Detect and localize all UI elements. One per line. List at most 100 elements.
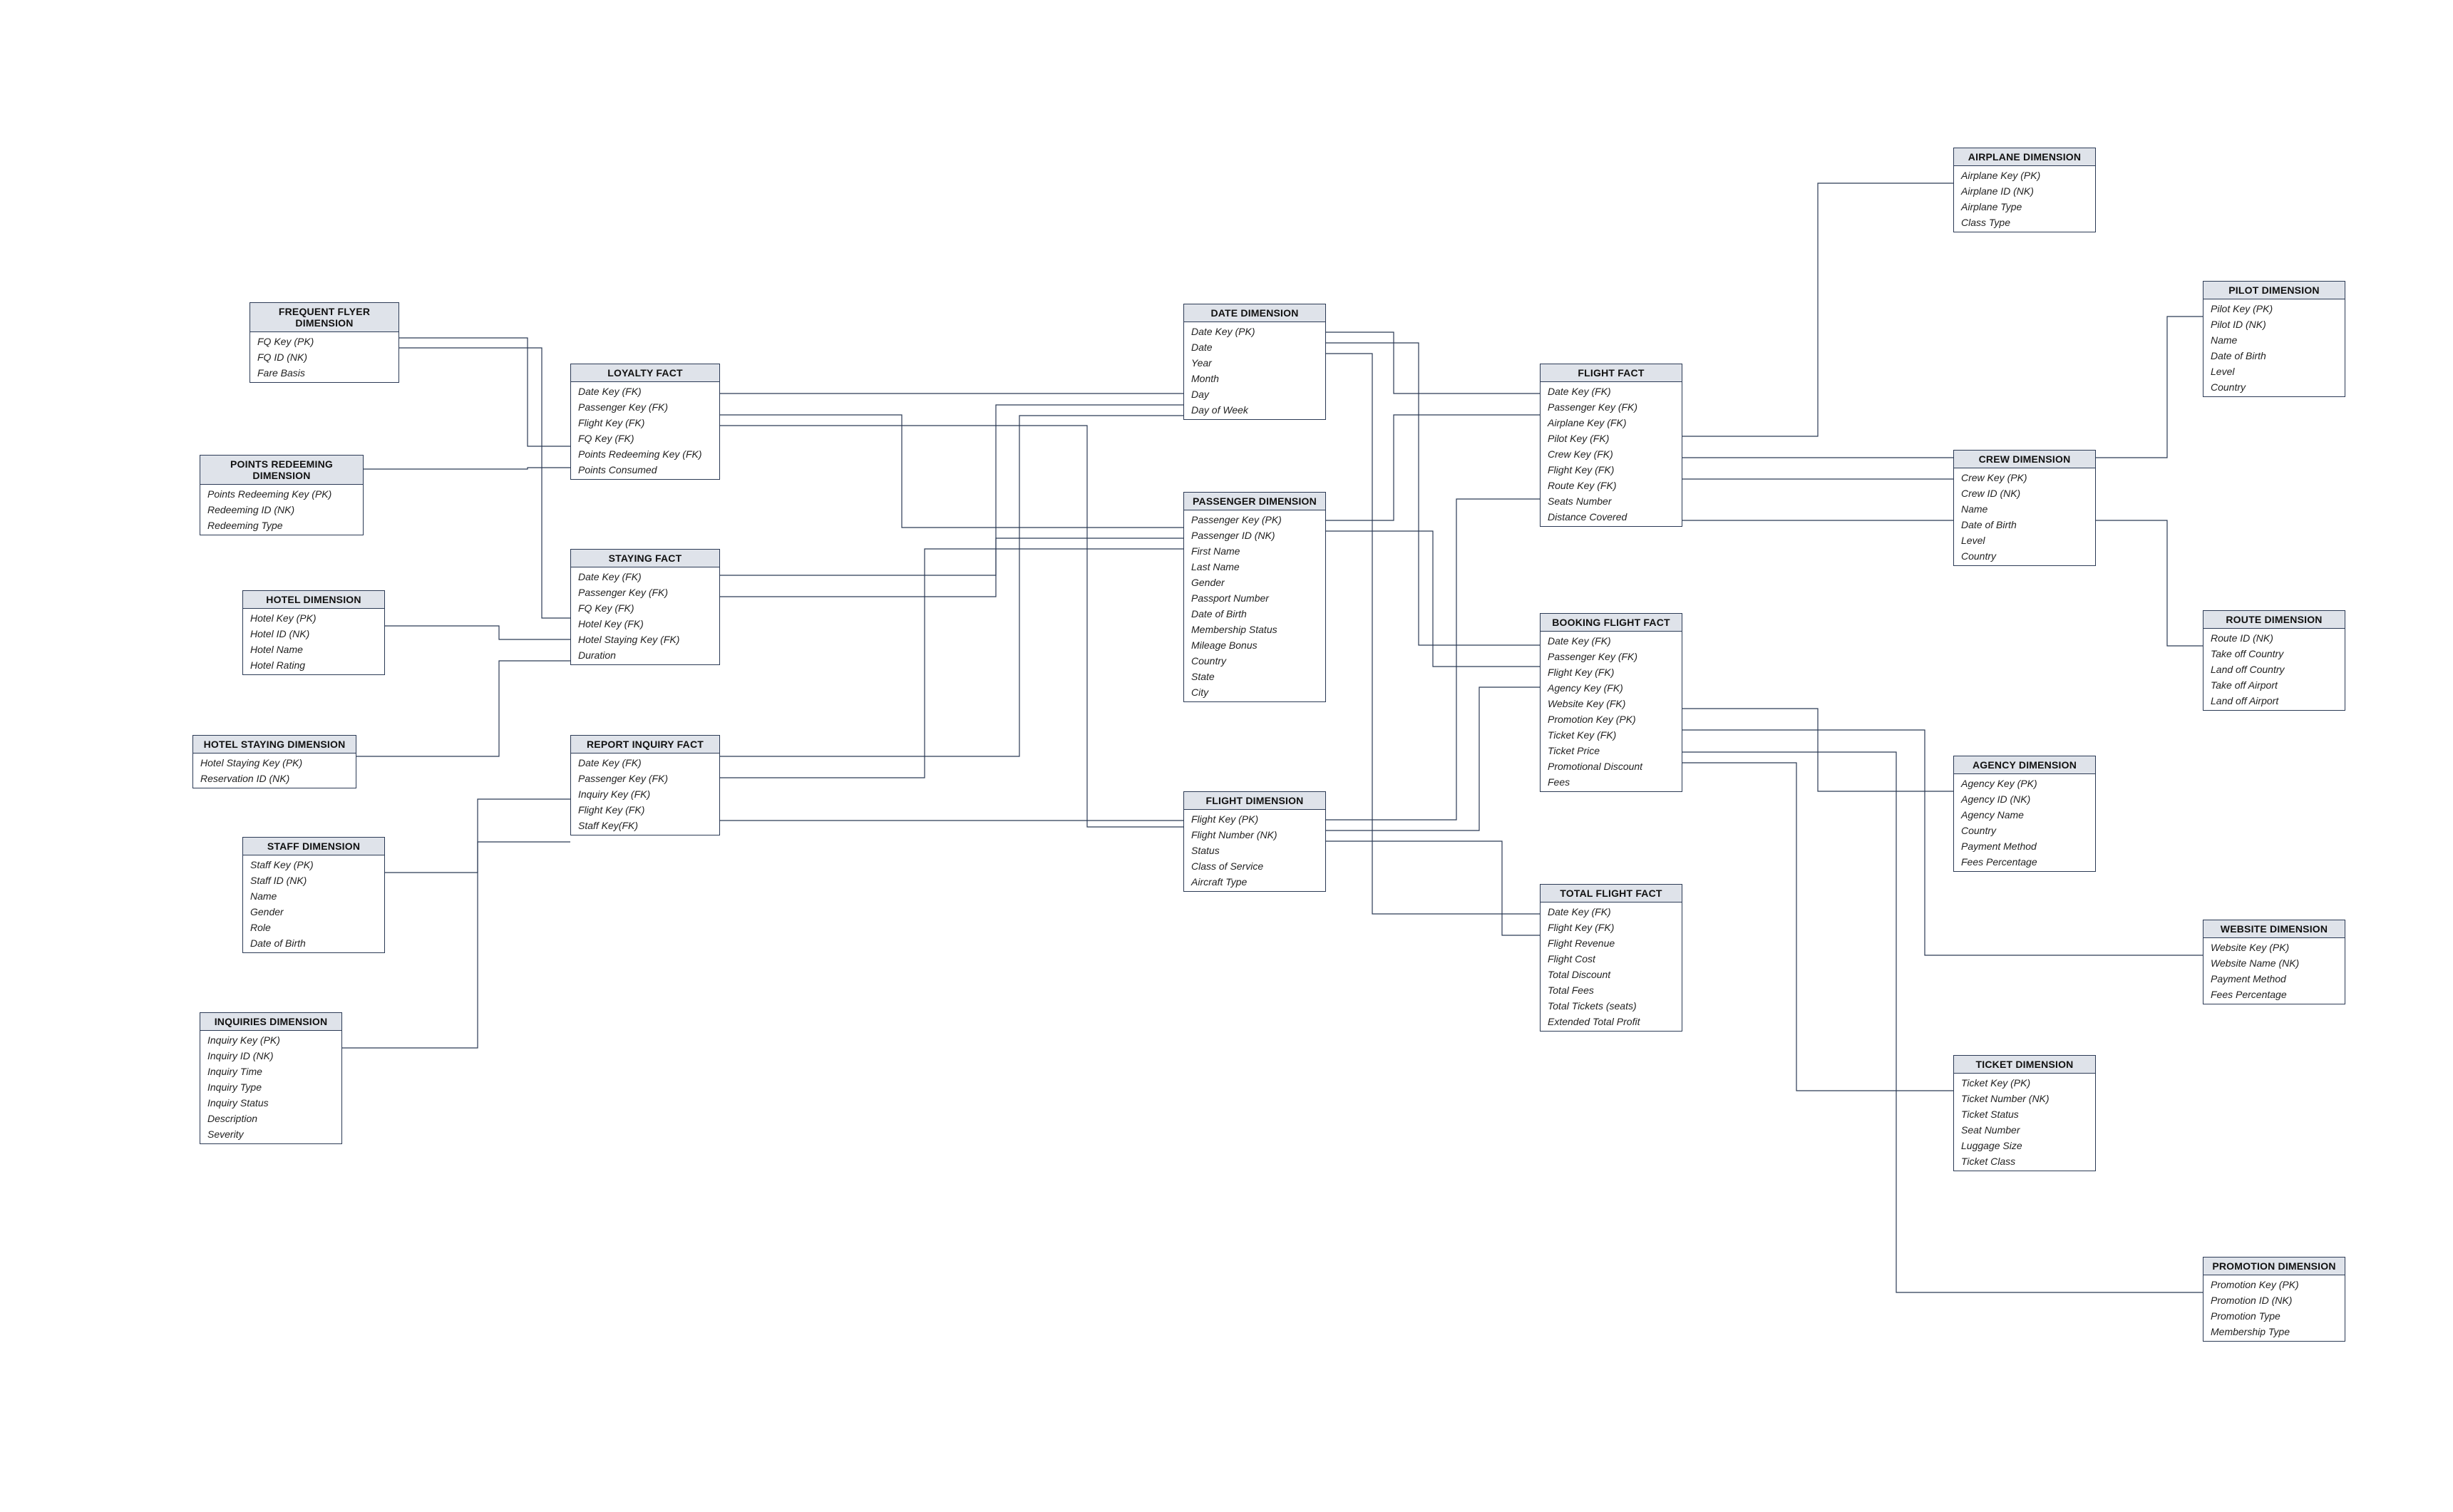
entity-field: Points Redeeming Key (PK) — [200, 486, 363, 502]
entity-title: POINTS REDEEMING DIMENSION — [200, 456, 363, 485]
entity-field: Date of Birth — [243, 935, 384, 951]
entity-field: Date of Birth — [2203, 348, 2345, 364]
entity-fields: Route ID (NK)Take off CountryLand off Co… — [2203, 629, 2345, 710]
entity-field: Passenger ID (NK) — [1184, 528, 1325, 543]
entity-fields: Promotion Key (PK)Promotion ID (NK)Promo… — [2203, 1275, 2345, 1341]
entity-field: Ticket Status — [1954, 1106, 2095, 1122]
entity-field: Severity — [200, 1126, 341, 1142]
entity-inquiries: INQUIRIES DIMENSIONInquiry Key (PK)Inqui… — [200, 1012, 342, 1144]
entity-field: Year — [1184, 355, 1325, 371]
entity-field: Total Tickets (seats) — [1541, 998, 1682, 1014]
entity-field: Redeeming Type — [200, 518, 363, 533]
entity-field: Promotional Discount — [1541, 758, 1682, 774]
entity-title: TOTAL FLIGHT FACT — [1541, 885, 1682, 902]
edge — [385, 842, 570, 873]
entity-field: FQ ID (NK) — [250, 349, 398, 365]
entity-field: Distance Covered — [1541, 509, 1682, 525]
entity-field: Hotel ID (NK) — [243, 626, 384, 642]
entity-field: Website Key (FK) — [1541, 696, 1682, 711]
entity-title: INQUIRIES DIMENSION — [200, 1013, 341, 1031]
edge — [720, 538, 1183, 597]
entity-field: Payment Method — [1954, 838, 2095, 854]
entity-field: Passenger Key (FK) — [571, 771, 719, 786]
edge — [720, 405, 1183, 575]
entity-field: Passenger Key (FK) — [571, 399, 719, 415]
entity-field: Date of Birth — [1184, 606, 1325, 622]
entity-field: Staff ID (NK) — [243, 873, 384, 888]
entity-fields: Agency Key (PK)Agency ID (NK)Agency Name… — [1954, 774, 2095, 871]
entity-field: Ticket Number (NK) — [1954, 1091, 2095, 1106]
entity-ticket-dim: TICKET DIMENSIONTicket Key (PK)Ticket Nu… — [1953, 1055, 2096, 1171]
entity-field: Route Key (FK) — [1541, 478, 1682, 493]
entity-fields: Date Key (FK)Passenger Key (FK)Inquiry K… — [571, 754, 719, 835]
entity-field: Take off Country — [2203, 646, 2345, 662]
entity-field: Reservation ID (NK) — [193, 771, 356, 786]
entity-title: STAYING FACT — [571, 550, 719, 567]
entity-route-dim: ROUTE DIMENSIONRoute ID (NK)Take off Cou… — [2203, 610, 2345, 711]
entity-fields: Date Key (FK)Passenger Key (FK)Flight Ke… — [1541, 632, 1682, 791]
entity-field: Passport Number — [1184, 590, 1325, 606]
entity-field: Inquiry Key (FK) — [571, 786, 719, 802]
entity-field: Pilot ID (NK) — [2203, 317, 2345, 332]
entity-field: Status — [1184, 843, 1325, 858]
entity-field: Agency Name — [1954, 807, 2095, 823]
edge — [385, 626, 570, 639]
entity-fields: FQ Key (PK)FQ ID (NK)Fare Basis — [250, 332, 398, 382]
entity-fields: Hotel Staying Key (PK)Reservation ID (NK… — [193, 754, 356, 788]
entity-title: BOOKING FLIGHT FACT — [1541, 614, 1682, 632]
entity-field: Flight Number (NK) — [1184, 827, 1325, 843]
entity-field: Name — [2203, 332, 2345, 348]
entity-field: Hotel Key (PK) — [243, 610, 384, 626]
entity-passenger-dim: PASSENGER DIMENSIONPassenger Key (PK)Pas… — [1183, 492, 1326, 702]
entity-field: Fees Percentage — [2203, 987, 2345, 1002]
entity-fields: Hotel Key (PK)Hotel ID (NK)Hotel NameHot… — [243, 609, 384, 674]
entity-field: Land off Airport — [2203, 693, 2345, 709]
entity-field: Inquiry ID (NK) — [200, 1048, 341, 1064]
entity-title: DATE DIMENSION — [1184, 304, 1325, 322]
entity-booking-fact: BOOKING FLIGHT FACTDate Key (FK)Passenge… — [1540, 613, 1682, 792]
entity-field: Country — [2203, 379, 2345, 395]
entity-report-fact: REPORT INQUIRY FACTDate Key (FK)Passenge… — [570, 735, 720, 835]
entity-field: Level — [2203, 364, 2345, 379]
entity-field: Country — [1184, 653, 1325, 669]
entity-fields: Date Key (FK)Flight Key (FK)Flight Reven… — [1541, 902, 1682, 1031]
entity-title: AGENCY DIMENSION — [1954, 756, 2095, 774]
entity-points-redeem: POINTS REDEEMING DIMENSIONPoints Redeemi… — [200, 455, 364, 535]
entity-field: Take off Airport — [2203, 677, 2345, 693]
entity-field: Level — [1954, 533, 2095, 548]
entity-field: Ticket Class — [1954, 1153, 2095, 1169]
entity-field: Hotel Key (FK) — [571, 616, 719, 632]
entity-field: Redeeming ID (NK) — [200, 502, 363, 518]
edge — [1682, 520, 2203, 646]
entity-field: Hotel Staying Key (PK) — [193, 755, 356, 771]
entity-field: Agency Key (PK) — [1954, 776, 2095, 791]
entity-field: Promotion Type — [2203, 1308, 2345, 1324]
entity-fields: Date Key (FK)Passenger Key (FK)Flight Ke… — [571, 382, 719, 479]
edge — [1682, 763, 1953, 1091]
entity-field: Total Discount — [1541, 967, 1682, 982]
entity-field: Membership Status — [1184, 622, 1325, 637]
edge — [720, 426, 1183, 827]
entity-field: Last Name — [1184, 559, 1325, 575]
entity-field: Crew Key (FK) — [1541, 446, 1682, 462]
entity-field: Passenger Key (FK) — [1541, 649, 1682, 664]
entity-field: Country — [1954, 823, 2095, 838]
entity-field: Crew Key (PK) — [1954, 470, 2095, 485]
entity-field: Payment Method — [2203, 971, 2345, 987]
entity-field: Passenger Key (FK) — [1541, 399, 1682, 415]
entity-flight-dim: FLIGHT DIMENSIONFlight Key (PK)Flight Nu… — [1183, 791, 1326, 892]
er-diagram-canvas: FREQUENT FLYER DIMENSIONFQ Key (PK)FQ ID… — [0, 0, 2453, 1512]
entity-title: AIRPLANE DIMENSION — [1954, 148, 2095, 166]
entity-field: Ticket Price — [1541, 743, 1682, 758]
entity-field: Flight Key (FK) — [1541, 462, 1682, 478]
entity-title: FLIGHT FACT — [1541, 364, 1682, 382]
entity-field: Date Key (FK) — [1541, 904, 1682, 920]
entity-fields: Ticket Key (PK)Ticket Number (NK)Ticket … — [1954, 1074, 2095, 1171]
edge — [1682, 752, 2203, 1292]
edge — [720, 415, 1183, 528]
entity-field: City — [1184, 684, 1325, 700]
entity-field: Seats Number — [1541, 493, 1682, 509]
entity-field: Membership Type — [2203, 1324, 2345, 1339]
entity-pilot-dim: PILOT DIMENSIONPilot Key (PK)Pilot ID (N… — [2203, 281, 2345, 397]
entity-field: FQ Key (PK) — [250, 334, 398, 349]
